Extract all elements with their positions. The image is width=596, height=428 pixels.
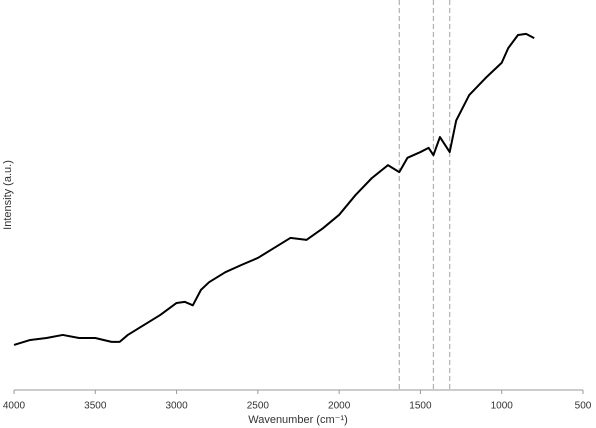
x-axis-label: Wavenumber (cm⁻¹) — [248, 414, 348, 426]
x-tick-label: 500 — [575, 401, 592, 412]
x-tick-label: 3500 — [84, 401, 107, 412]
x-tick-label: 4000 — [3, 401, 26, 412]
y-axis-label: Intensity (a.u.) — [2, 160, 14, 230]
x-tick-label: 2000 — [328, 401, 351, 412]
x-tick-label: 2500 — [247, 401, 270, 412]
x-tick-label: 3000 — [165, 401, 188, 412]
x-tick-label: 1000 — [491, 401, 514, 412]
x-tick-label: 1500 — [409, 401, 432, 412]
spectrum-line — [13, 32, 535, 346]
